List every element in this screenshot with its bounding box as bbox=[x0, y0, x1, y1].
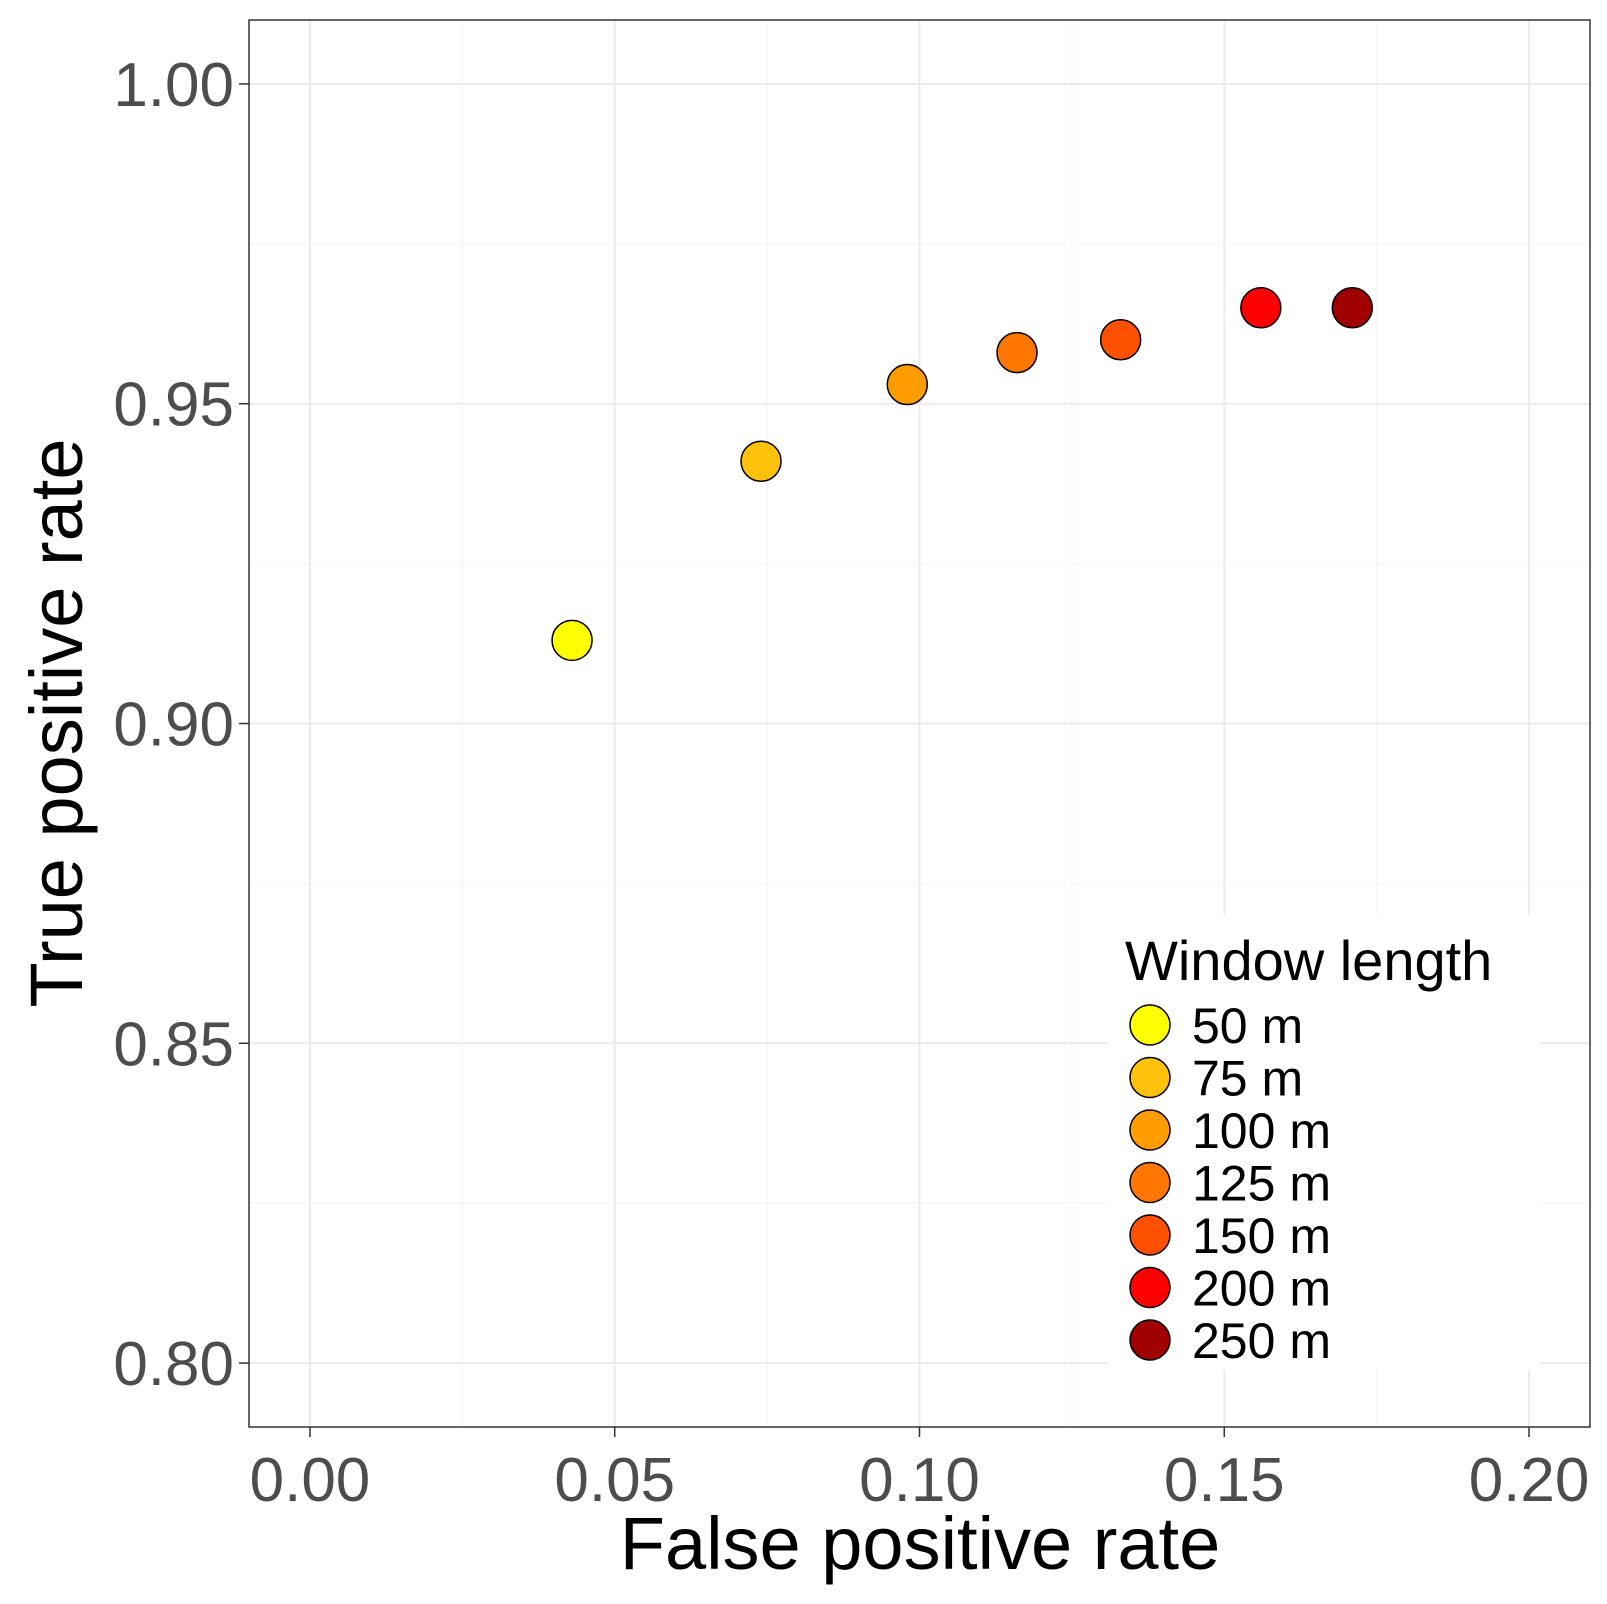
legend-label: 125 m bbox=[1192, 1156, 1331, 1212]
x-tick-label: 0.15 bbox=[1164, 1446, 1285, 1515]
x-tick-label: 0.20 bbox=[1469, 1446, 1590, 1515]
legend-title: Window length bbox=[1125, 929, 1492, 992]
y-tick-label: 0.85 bbox=[113, 1010, 234, 1079]
data-point bbox=[1099, 319, 1142, 361]
x-tick-label: 0.10 bbox=[859, 1446, 980, 1515]
y-tick-label: 1.00 bbox=[113, 51, 234, 120]
legend-key bbox=[1129, 1319, 1171, 1361]
legend-key bbox=[1129, 1214, 1171, 1256]
legend-key bbox=[1129, 1266, 1171, 1309]
legend-label: 75 m bbox=[1192, 1051, 1303, 1107]
data-point bbox=[1331, 287, 1374, 329]
legend-label: 100 m bbox=[1192, 1103, 1331, 1159]
legend-key bbox=[1129, 1056, 1171, 1099]
x-axis-title: False positive rate bbox=[620, 1502, 1221, 1585]
y-axis-title: True positive rate bbox=[15, 439, 98, 1008]
y-tick-label: 0.95 bbox=[113, 371, 234, 440]
legend-label: 250 m bbox=[1192, 1313, 1331, 1369]
x-tick-label: 0.00 bbox=[250, 1446, 371, 1515]
legend-key bbox=[1129, 1004, 1171, 1046]
y-tick-label: 0.90 bbox=[113, 691, 234, 760]
data-point bbox=[740, 440, 782, 483]
legend-background bbox=[1108, 915, 1540, 1370]
x-tick-label: 0.05 bbox=[554, 1446, 675, 1515]
y-tick-label: 0.80 bbox=[113, 1330, 234, 1399]
data-point bbox=[996, 331, 1038, 374]
legend-label: 50 m bbox=[1192, 998, 1303, 1054]
legend-key bbox=[1129, 1161, 1171, 1204]
grid-major bbox=[249, 20, 1590, 1427]
axis-ticks: 0.00 0.05 0.10 0.15 0.20 0.80 0.85 0.90 0.95 1.00 bbox=[113, 51, 1589, 1515]
data-points bbox=[551, 287, 1374, 662]
data-point bbox=[551, 619, 593, 662]
data-point bbox=[886, 363, 929, 406]
legend-label: 200 m bbox=[1192, 1261, 1331, 1317]
legend-key bbox=[1129, 1109, 1171, 1151]
data-point bbox=[1240, 287, 1282, 329]
legend-label: 150 m bbox=[1192, 1208, 1331, 1264]
